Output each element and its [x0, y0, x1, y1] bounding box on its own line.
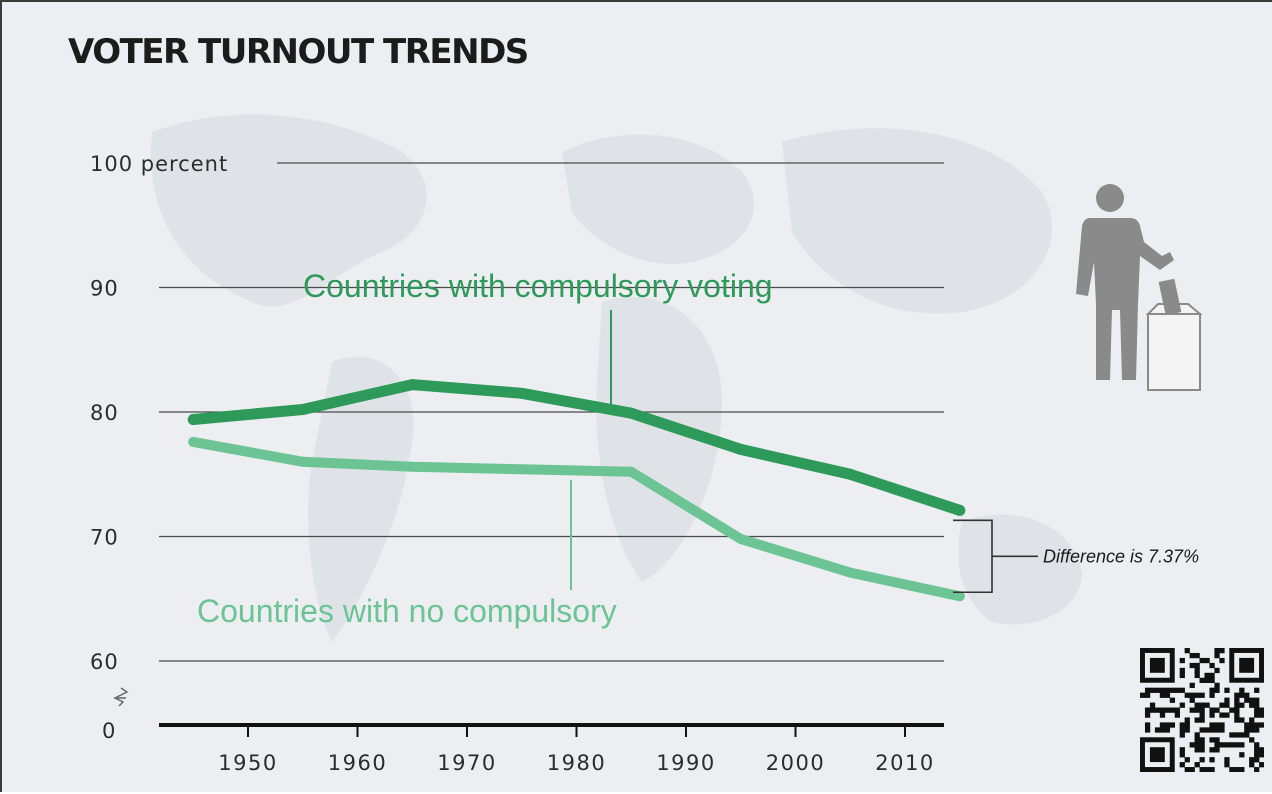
- y-tick-label: 90: [90, 277, 119, 301]
- series-label-no-compulsory: Countries with no compulsory: [197, 593, 617, 629]
- qr-code-icon: [1140, 648, 1264, 772]
- data-point: [735, 533, 746, 544]
- y-tick-label: 80: [90, 401, 119, 425]
- data-point: [954, 504, 966, 516]
- data-point: [297, 456, 308, 467]
- data-point: [188, 436, 199, 447]
- data-point: [625, 407, 637, 419]
- difference-annotation: Difference is 7.37%: [1043, 546, 1199, 566]
- data-point: [626, 466, 637, 477]
- data-point: [516, 387, 528, 399]
- y-tick-label: 0: [102, 719, 116, 743]
- x-tick-label: 1980: [547, 751, 606, 775]
- x-tick-label: 2010: [875, 751, 934, 775]
- series-line: [188, 436, 965, 602]
- data-point: [406, 379, 418, 391]
- data-point: [516, 464, 527, 475]
- data-point: [297, 404, 309, 416]
- x-tick-label: 1950: [218, 751, 277, 775]
- y-tick-label: 100 percent: [90, 152, 228, 176]
- data-point: [187, 413, 199, 425]
- chart-title: VOTER TURNOUT TRENDS: [68, 32, 529, 72]
- voter-ballot-icon: [1076, 184, 1202, 391]
- y-tick-label: 60: [90, 650, 119, 674]
- x-tick-label: 2000: [766, 751, 825, 775]
- series-label-compulsory: Countries with compulsory voting: [303, 268, 773, 304]
- y-tick-label: 70: [90, 526, 119, 550]
- data-point: [845, 567, 856, 578]
- x-tick-label: 1970: [437, 751, 496, 775]
- data-point: [954, 591, 965, 602]
- difference-bracket: [953, 519, 1038, 594]
- axis-break-icon: [113, 687, 129, 707]
- x-tick-label: 1960: [328, 751, 387, 775]
- series-line: [187, 379, 966, 516]
- data-point: [407, 461, 418, 472]
- data-point: [844, 468, 856, 480]
- x-tick-label: 1990: [656, 751, 715, 775]
- data-point: [735, 443, 747, 455]
